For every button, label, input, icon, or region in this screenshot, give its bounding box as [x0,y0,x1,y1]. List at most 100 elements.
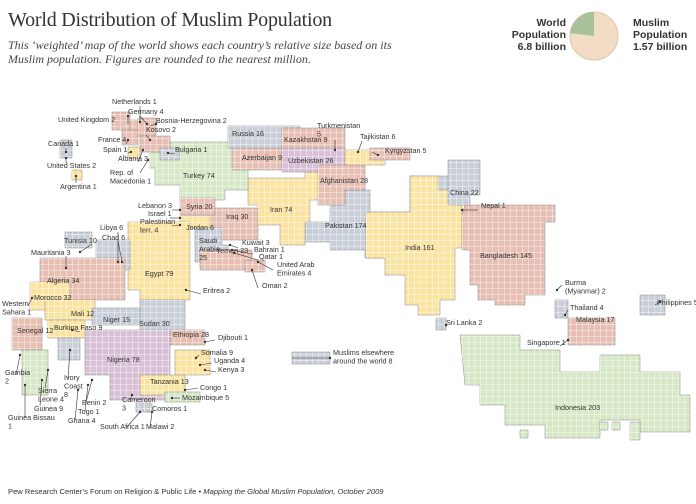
legend-muslim-label-2: Population [633,29,688,41]
grid-bangladesh [462,205,555,305]
leader-dot [228,243,232,247]
leader-dot [68,348,72,352]
country-label: Lebanon 3 [138,201,172,210]
country-label: Thailand 4 [570,303,604,312]
country-label: Mozambique 5 [182,393,229,402]
country-label: Sri Lanka 2 [446,318,482,327]
grid-iran [248,172,325,245]
grid-overlay [12,112,690,440]
country-label: Syria 20 [186,202,212,211]
country-label: Kazakhstan 9 [284,135,328,144]
leader-line [204,339,216,343]
country-label: Sudan 30 [139,319,170,328]
country-label: Djibouti 1 [218,333,248,342]
grid-europe-es [128,147,140,158]
leader-dot [203,340,207,344]
country-label: Russia 16 [232,129,264,138]
country-label: Comoros 1 [152,404,187,413]
grid-srilanka [436,318,446,330]
subtitle-line-2: Muslim population. Figures are rounded t… [8,52,311,66]
leader-dot [64,150,68,154]
leader-dot [194,356,198,360]
country-label: Ghana 4 [68,416,96,425]
leader-dot [30,296,34,300]
country-label: Muslims elsewhere around the world 8 [333,348,394,366]
leader-dot [166,151,170,155]
country-label: Iraq 30 [226,212,248,221]
grid-tunisia [65,232,92,248]
legend-muslim: Muslim Population 1.57 billion [633,17,687,53]
country-label: Mauritania 3 [31,248,71,257]
grid-europe-bg [160,148,180,160]
grid-islands2 [612,422,620,430]
leader-line [204,369,217,373]
grid-islands1 [600,422,608,430]
leader-dot [356,150,360,154]
country-label: Kuwait 3 [242,238,270,247]
grid-europe-de [138,118,156,136]
leader-dot [203,368,207,372]
leader-dot [328,356,332,360]
leader-dot [18,353,22,357]
grid-mali [45,300,95,320]
leader-dot [198,363,202,367]
country-label: Morocco 32 [34,293,72,302]
leader-dot [658,300,662,304]
country-label: Turkey 74 [183,171,215,180]
grid-kyrgyzstan [370,148,410,160]
leader-dot [78,250,82,254]
country-label: India 161 [405,243,435,252]
grid-somalia [175,350,210,375]
grid-islands3 [630,422,640,440]
leader-line [137,149,144,163]
leader-line [233,252,259,261]
country-label: Chad 6 [102,233,125,242]
country-label: Spain 1 [103,145,127,154]
grid-niger [92,308,140,325]
country-label: Kenya 3 [218,365,244,374]
leader-dot [141,148,145,152]
leader-dot [256,260,260,264]
country-label: Qatar 1 [259,252,283,261]
footer-publication: Mapping the Global Muslim Population, Oc… [203,487,384,496]
country-label: Burkina Faso 9 [54,323,102,332]
leader-dot [230,248,234,252]
country-label: Uganda 4 [214,356,245,365]
leader-dot [333,148,337,152]
country-label: Germany 4 [128,107,164,116]
leader-dot [120,260,124,264]
grid-ivory [58,338,80,360]
country-label: Philippines 5 [657,298,696,307]
legend-world-value: 6.8 billion [517,41,566,53]
leader-line [171,224,181,227]
country-label: France 4 [98,135,126,144]
country-label: China 22 [450,188,479,197]
grid-malaysia [568,318,615,345]
grid-afghanistan [318,165,365,205]
leader-dot [460,208,464,212]
leader-dot [563,313,567,317]
country-label: Pakistan 174 [325,221,367,230]
country-label: Burma (Myanmar) 2 [565,278,606,296]
legend-world-label-2: Population [511,29,566,41]
leader-dot [70,328,74,332]
leader-dot [64,266,68,270]
country-label: Sierra Leone 4 [38,386,64,404]
leader-dot [46,368,50,372]
grid-thailand [555,300,568,318]
country-label: Palestinian terr. 4 [140,217,175,235]
country-label: Rep. of Macedonia 1 [110,168,151,186]
leader-line [229,244,239,249]
grid-india [366,176,462,315]
legend-pie [569,11,619,61]
leader-dot [566,338,570,342]
country-label: Singapore 1 [527,338,566,347]
country-label: Libya 6 [100,223,123,232]
leader-line [125,411,141,429]
leader-dot [250,268,254,272]
country-label: United States 2 [47,161,96,170]
country-label: Azerbaijan 9 [242,153,282,162]
country-label: Ivory Coast 8 [64,373,83,399]
country-label: Somalia 9 [201,348,233,357]
